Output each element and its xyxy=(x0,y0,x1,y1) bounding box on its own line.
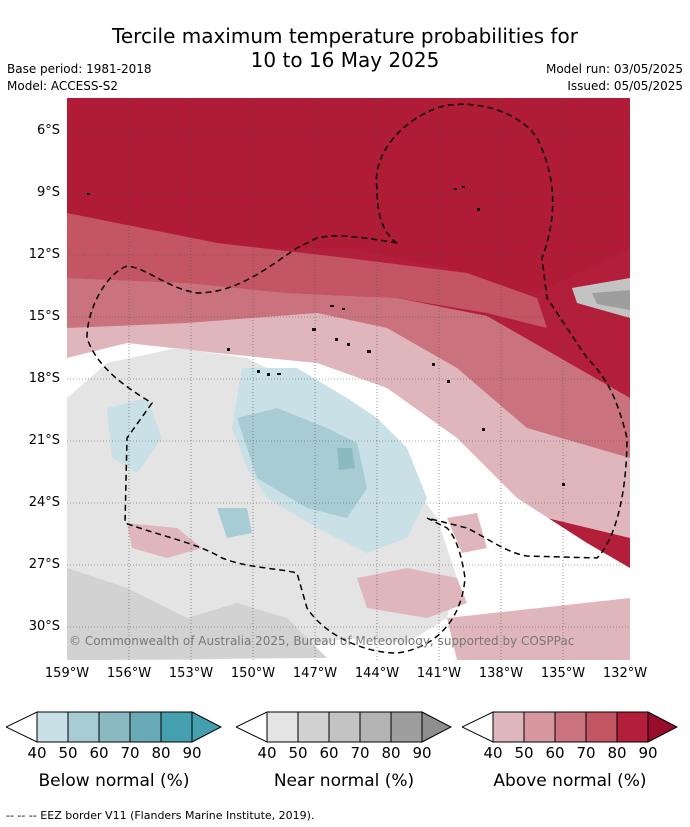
lat-label: 18°S xyxy=(28,371,60,386)
issued-date: Issued: 05/05/2025 xyxy=(567,79,683,93)
lon-label: 153°W xyxy=(168,666,214,681)
lon-label: 135°W xyxy=(540,666,586,681)
near-tick: 40 xyxy=(257,744,277,762)
below-tick: 40 xyxy=(27,744,47,762)
above-tick: 40 xyxy=(483,744,503,762)
above-normal-title: Above normal (%) xyxy=(493,771,647,791)
above-tick: 50 xyxy=(514,744,534,762)
above-tick: 90 xyxy=(638,744,658,762)
below-tick: 80 xyxy=(151,744,171,762)
above-50-patch-3 xyxy=(447,513,487,553)
eez-borders xyxy=(86,103,628,654)
lat-label: 24°S xyxy=(28,495,60,510)
lat-label: 12°S xyxy=(28,247,60,262)
below-50-region xyxy=(237,408,367,518)
near-normal-title: Near normal (%) xyxy=(273,771,415,791)
above-50-patch-4 xyxy=(447,598,630,660)
above-normal-colorbar xyxy=(462,711,678,743)
title-line-1: Tercile maximum temperature probabilitie… xyxy=(112,24,578,48)
above-90-band xyxy=(67,98,630,298)
lat-label: 30°S xyxy=(28,619,60,634)
below-tick: 90 xyxy=(182,744,202,762)
near-50-region xyxy=(67,568,327,660)
above-tick: 60 xyxy=(545,744,565,762)
graticule xyxy=(67,98,630,660)
base-period: Base period: 1981-2018 xyxy=(7,62,152,76)
near-tick: 60 xyxy=(319,744,339,762)
below-60-spot xyxy=(337,448,355,470)
above-50-patch-2 xyxy=(357,568,467,618)
lat-label: 27°S xyxy=(28,557,60,572)
below-tick: 50 xyxy=(58,744,78,762)
title-line-2: 10 to 16 May 2025 xyxy=(250,48,440,72)
lon-label: 138°W xyxy=(478,666,524,681)
above-50-patch-1 xyxy=(127,523,202,558)
lat-label: 6°S xyxy=(36,123,60,138)
near-normal-colorbar xyxy=(236,711,452,743)
lon-label: 141°W xyxy=(416,666,462,681)
islands xyxy=(87,186,565,486)
map-credit: © Commonwealth of Australia 2025, Bureau… xyxy=(69,634,575,648)
near-80-east xyxy=(592,290,630,310)
model-run: Model run: 03/05/2025 xyxy=(545,62,683,76)
above-tick: 70 xyxy=(576,744,596,762)
lat-label: 15°S xyxy=(28,309,60,324)
near-tick: 90 xyxy=(412,744,432,762)
near-tick: 50 xyxy=(288,744,308,762)
below-tick: 60 xyxy=(89,744,109,762)
lon-label: 156°W xyxy=(106,666,152,681)
near-tick: 80 xyxy=(381,744,401,762)
lat-label: 9°S xyxy=(36,185,60,200)
lon-label: 132°W xyxy=(602,666,648,681)
above-tick: 80 xyxy=(607,744,627,762)
eez-footnote: -- -- -- EEZ border V11 (Flanders Marine… xyxy=(6,809,315,822)
below-40-west xyxy=(107,398,162,473)
below-normal-title: Below normal (%) xyxy=(38,771,190,791)
above-80-band xyxy=(67,213,547,328)
below-tick: 70 xyxy=(120,744,140,762)
below-normal-colorbar xyxy=(6,711,222,743)
probability-map xyxy=(67,98,630,660)
lon-label: 147°W xyxy=(292,666,338,681)
lon-label: 150°W xyxy=(230,666,276,681)
lon-label: 159°W xyxy=(44,666,90,681)
lat-label: 21°S xyxy=(28,433,60,448)
below-50-small xyxy=(217,508,252,538)
near-tick: 70 xyxy=(350,744,370,762)
lon-label: 144°W xyxy=(354,666,400,681)
model-name: Model: ACCESS-S2 xyxy=(7,79,119,93)
